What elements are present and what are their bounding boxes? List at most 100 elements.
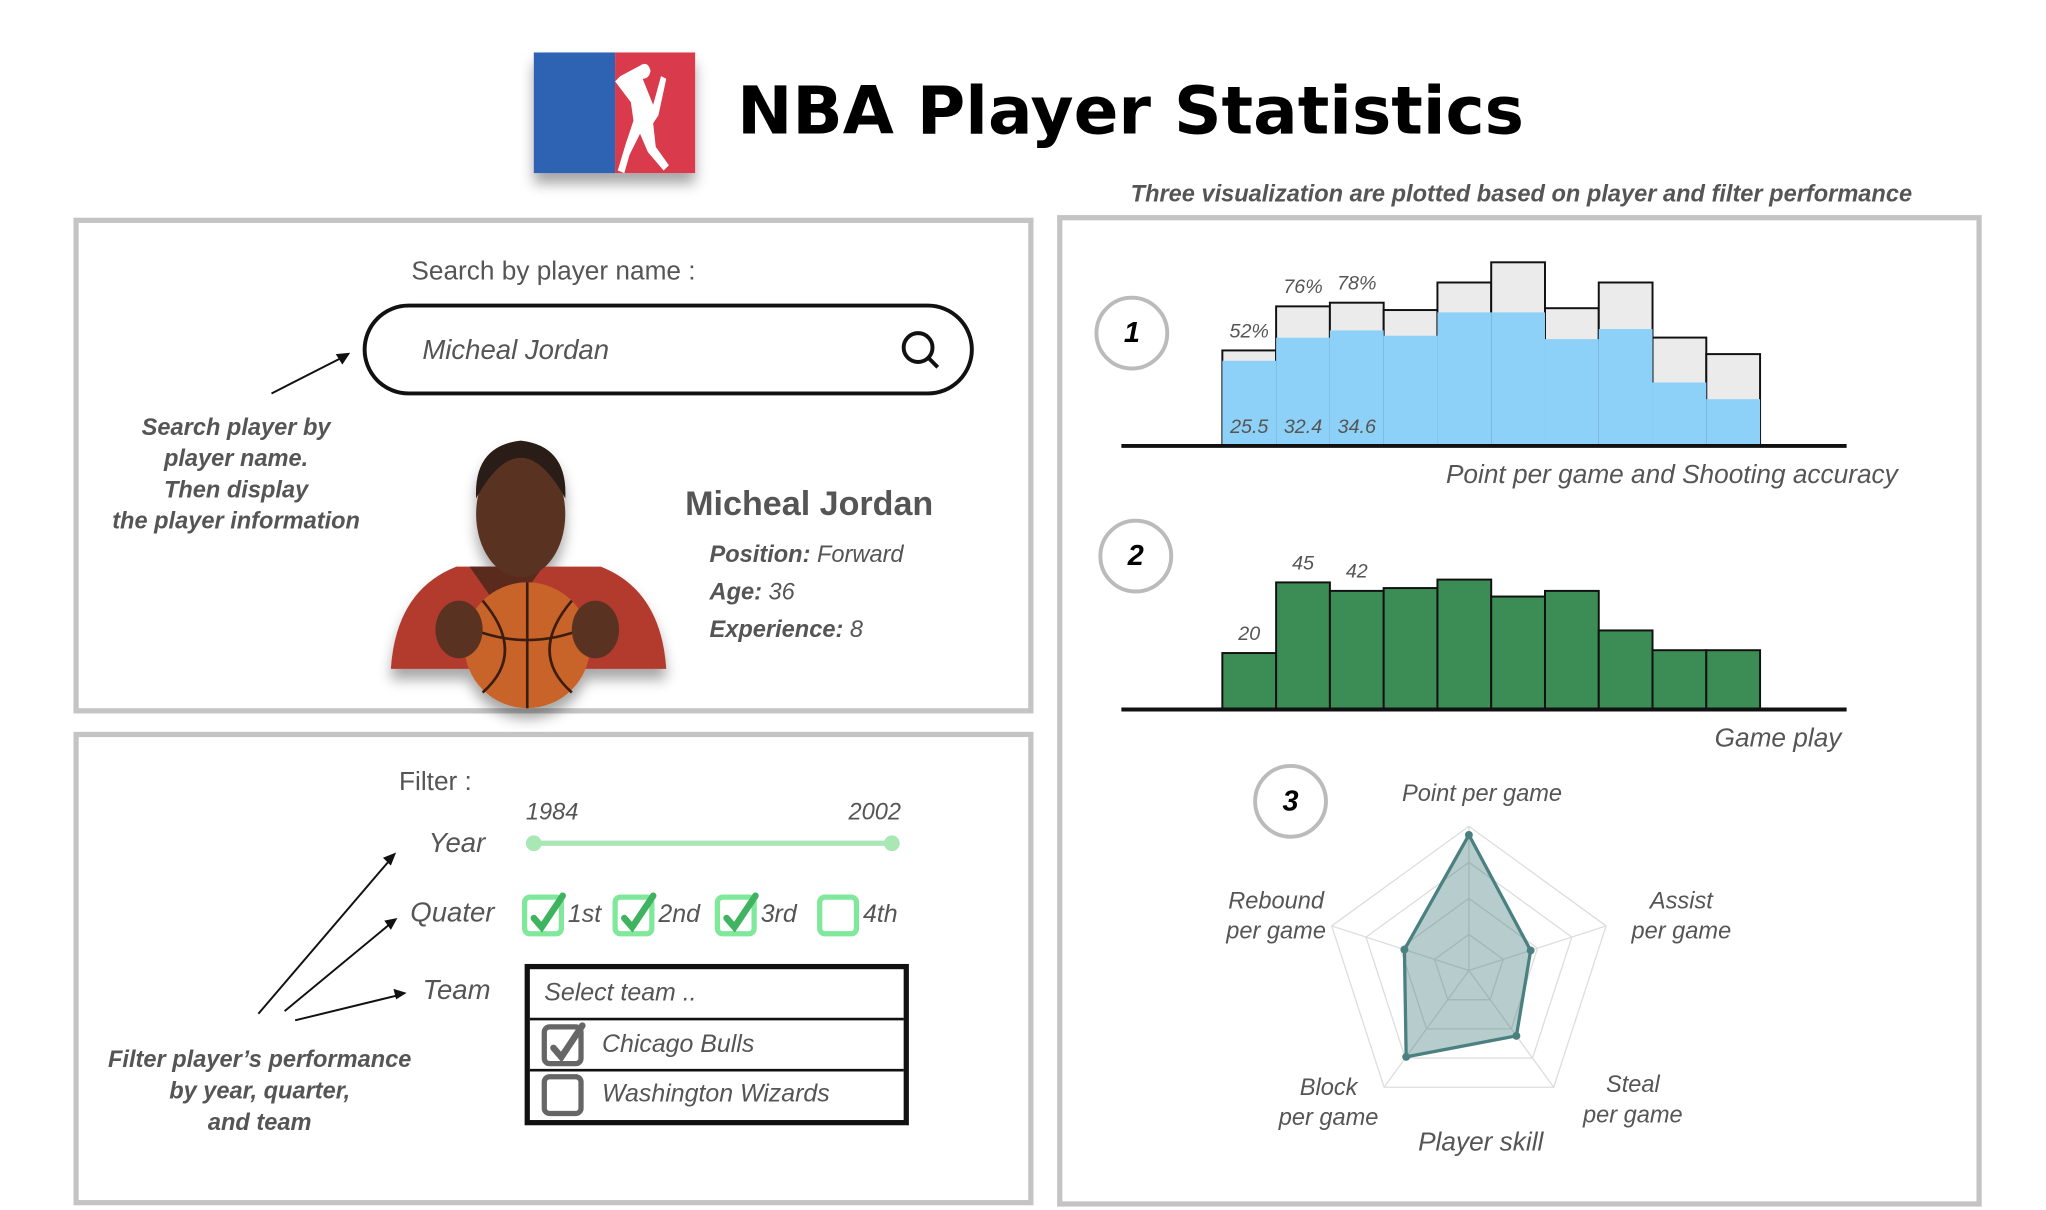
- year-start: 1984: [526, 799, 578, 825]
- annotation: by year, quarter,: [169, 1079, 350, 1105]
- axis-label: Point per game: [1402, 781, 1562, 807]
- field-label: Age:: [709, 580, 762, 606]
- team-label: Team: [423, 974, 491, 1005]
- field-label: Position:: [710, 542, 811, 568]
- axis-label: per game: [1582, 1102, 1683, 1128]
- search-box[interactable]: Micheal Jordan: [362, 303, 974, 396]
- axis-label: Rebound: [1228, 889, 1325, 915]
- search-label: Search by player name :: [411, 256, 695, 286]
- year-slider[interactable]: [525, 835, 900, 852]
- player-field: Position: Forward: [710, 542, 905, 568]
- quarter-checkbox[interactable]: [817, 894, 860, 937]
- checkmark: [723, 892, 759, 933]
- checkbox-box[interactable]: [522, 894, 564, 937]
- filter-label: Filter :: [399, 766, 472, 796]
- player-field: Experience: 8: [710, 617, 863, 643]
- radar-point: [1512, 1031, 1521, 1040]
- chart-number-badge: [1094, 295, 1170, 371]
- axis-label: per game: [1278, 1105, 1379, 1131]
- team-option: Chicago Bulls: [602, 1030, 754, 1058]
- bar: [1328, 589, 1385, 711]
- quarter-option: 4th: [863, 900, 898, 928]
- arrow: [271, 355, 345, 395]
- radar-spoke: [1331, 925, 1470, 972]
- radar-point: [1464, 830, 1473, 839]
- arrow-head: [382, 852, 397, 866]
- filter-panel: [73, 731, 1034, 1206]
- slider-handle[interactable]: [525, 835, 542, 852]
- bar: [1597, 629, 1654, 711]
- slider-handle[interactable]: [883, 835, 900, 852]
- dropdown-placeholder: Select team ..: [544, 979, 696, 1007]
- quarter-label: Quater: [410, 896, 496, 927]
- radar-spoke: [1468, 970, 1555, 1088]
- radar-spoke: [1383, 970, 1470, 1088]
- chart-panel: [1057, 215, 1982, 1207]
- arrow: [283, 922, 392, 1012]
- bar: [1437, 312, 1492, 446]
- radar-point: [1526, 946, 1535, 955]
- team-checkbox[interactable]: [541, 1022, 586, 1067]
- quarter-checkbox[interactable]: [714, 892, 759, 937]
- checkbox-box[interactable]: [541, 1074, 584, 1117]
- bar: [1275, 581, 1331, 711]
- data-label: 42: [1346, 561, 1368, 583]
- checkmark: [621, 892, 657, 933]
- checkbox-box[interactable]: [817, 894, 860, 937]
- data-label: 78%: [1337, 273, 1376, 295]
- search-query: Micheal Jordan: [422, 334, 609, 365]
- checkbox-box[interactable]: [541, 1024, 584, 1067]
- data-label: 32.4: [1284, 416, 1322, 438]
- player-photo: [390, 440, 667, 709]
- bar: [1543, 589, 1600, 711]
- bar: [1382, 587, 1439, 711]
- chart-caption: Game play: [1715, 723, 1844, 753]
- search-input[interactable]: [362, 303, 974, 396]
- annotation: and team: [208, 1110, 312, 1136]
- arrow-head: [384, 918, 398, 930]
- bar: [1436, 578, 1493, 711]
- annotation: Filter player’s performance: [108, 1047, 411, 1073]
- data-label: 45: [1292, 552, 1314, 574]
- chart-number: 1: [1124, 317, 1140, 349]
- field-value: 8: [850, 617, 863, 643]
- quarter-checkbox[interactable]: [522, 892, 566, 937]
- quarter-checkbox[interactable]: [612, 892, 657, 937]
- data-label: 20: [1237, 623, 1260, 645]
- bar: [1544, 339, 1599, 446]
- bar: [1383, 335, 1438, 446]
- chart-number-badge: [1098, 518, 1174, 594]
- field-value: Forward: [817, 542, 904, 568]
- radar-ring: [1365, 861, 1573, 1059]
- search-panel: [73, 217, 1034, 714]
- axis-label: Block: [1300, 1075, 1359, 1101]
- team-checkbox[interactable]: [541, 1074, 584, 1117]
- search-icon[interactable]: [901, 331, 935, 364]
- bar: [1491, 312, 1545, 446]
- bar: [1651, 649, 1708, 711]
- checkbox-box[interactable]: [612, 894, 655, 937]
- checkbox-box[interactable]: [714, 894, 757, 937]
- dropdown-box[interactable]: [524, 963, 909, 1126]
- radar-ring: [1433, 933, 1504, 1001]
- team-dropdown[interactable]: Select team ..: [524, 963, 909, 1126]
- bar: [1490, 595, 1546, 711]
- field-value: 36: [769, 580, 796, 606]
- annotation: player name.: [163, 446, 308, 472]
- data-label: 52%: [1230, 320, 1269, 342]
- chart-number: 3: [1283, 785, 1299, 817]
- bar: [1705, 649, 1762, 711]
- data-label: 76%: [1283, 276, 1322, 298]
- chart-caption: Point per game and Shooting accuracy: [1446, 459, 1900, 489]
- arrow: [257, 859, 391, 1015]
- player-field: Age: 36: [709, 580, 796, 606]
- bar: [1276, 337, 1330, 446]
- bar: [1222, 360, 1277, 446]
- arrow-head: [335, 352, 351, 365]
- quarter-option: 1st: [568, 900, 602, 928]
- bar: [1221, 652, 1278, 711]
- radar-area: [1402, 831, 1533, 1059]
- year-end: 2002: [848, 799, 902, 825]
- chart-caption: Player skill: [1418, 1127, 1544, 1157]
